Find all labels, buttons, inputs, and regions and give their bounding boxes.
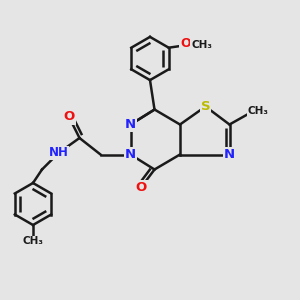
Text: O: O [135,181,147,194]
Text: O: O [180,37,190,50]
Text: O: O [63,110,75,124]
Text: CH₃: CH₃ [191,40,212,50]
Text: S: S [201,100,210,113]
Text: N: N [125,148,136,161]
Text: CH₃: CH₃ [248,106,268,116]
Text: N: N [125,118,136,131]
Text: N: N [224,148,235,161]
Text: NH: NH [49,146,68,160]
Text: CH₃: CH₃ [22,236,44,247]
